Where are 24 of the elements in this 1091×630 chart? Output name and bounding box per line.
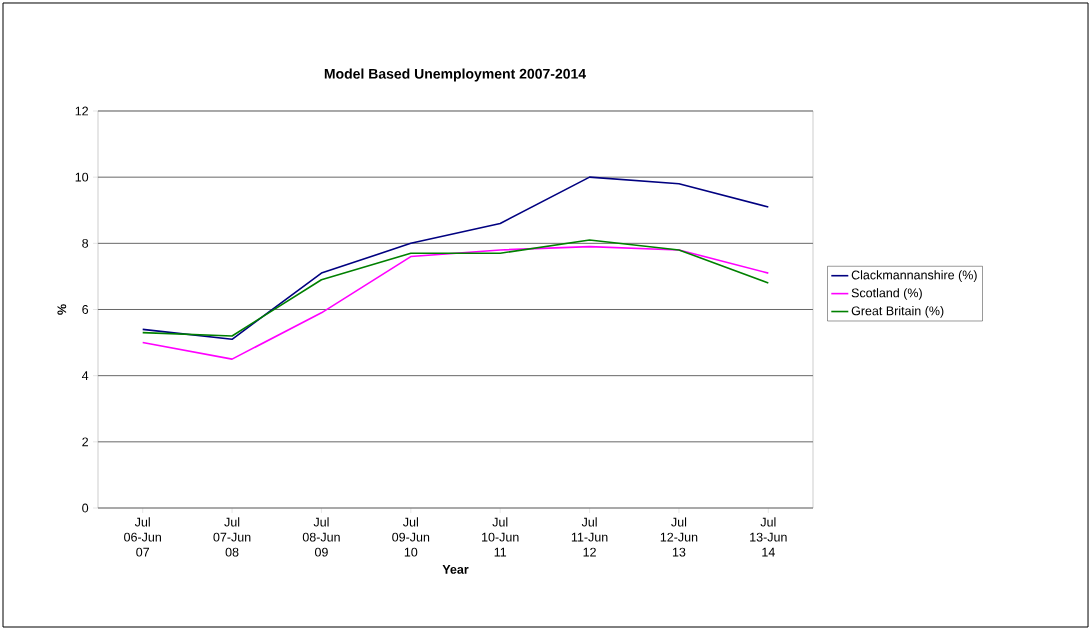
y-tick-label: 4 [81, 371, 89, 380]
legend-label: Great Britain (%) [851, 306, 944, 318]
x-tick-label: Jul 06-Jun 07 [124, 517, 161, 557]
x-tick-label: Jul 12-Jun 13 [660, 517, 698, 557]
x-axis-title: Year [442, 565, 469, 574]
y-tick-label: 8 [82, 238, 89, 248]
x-tick-label: Jul 10-Jun 11 [482, 517, 519, 557]
x-tick-label: Jul 13-Jun 14 [750, 517, 787, 557]
x-tick-label: Jul 07-Jun 08 [213, 517, 251, 557]
y-tick-label: 2 [82, 437, 89, 447]
y-tick-label: 12 [75, 106, 89, 116]
line-series [141, 239, 770, 337]
x-tick-label: Jul 09-Jun 10 [392, 517, 430, 557]
y-tick-label: 6 [82, 305, 89, 314]
y-tick-label: 10 [75, 172, 89, 182]
legend-label: Clackmannanshire (%) [851, 270, 977, 282]
y-tick-label: 0 [82, 503, 89, 513]
line-series [141, 176, 770, 341]
legend-label: Scotland (%) [851, 288, 922, 300]
x-tick-label: Jul 11-Jun 12 [571, 517, 608, 557]
y-axis-title: % [57, 304, 67, 315]
chart-title: Model Based Unemployment 2007-2014 [324, 68, 587, 82]
x-tick-label: Jul 08-Jun 09 [302, 517, 340, 557]
line-series [141, 245, 770, 360]
